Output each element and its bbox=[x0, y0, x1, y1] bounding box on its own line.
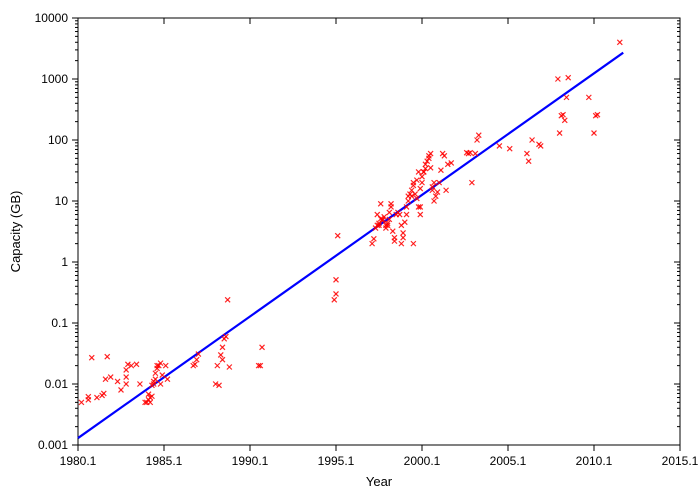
plot-frame bbox=[78, 18, 680, 445]
y-tick-label: 0.001 bbox=[38, 438, 68, 452]
scatter-series bbox=[79, 40, 622, 405]
x-tick-label: 1995.1 bbox=[318, 454, 355, 468]
y-tick-label: 1 bbox=[61, 255, 68, 269]
y-tick-label: 1000 bbox=[41, 72, 68, 86]
y-tick-label: 100 bbox=[48, 133, 68, 147]
y-tick-label: 10000 bbox=[35, 11, 69, 25]
y-tick-label: 10 bbox=[55, 194, 69, 208]
y-tick-label: 0.01 bbox=[45, 377, 69, 391]
x-tick-label: 1985.1 bbox=[146, 454, 183, 468]
x-tick-label: 2000.1 bbox=[404, 454, 441, 468]
scatter-chart: 1980.1 1985.1 1990.1 1995.1 2000.1 2005.1 2010… bbox=[0, 0, 700, 500]
y-tick-label: 0.1 bbox=[51, 316, 68, 330]
x-tick-label: 1980.1 bbox=[60, 454, 97, 468]
x-tick-label: 2010.1 bbox=[576, 454, 613, 468]
chart-svg: 1980.1 1985.1 1990.1 1995.1 2000.1 2005.1 2010… bbox=[0, 0, 700, 500]
y-axis-label: Capacity (GB) bbox=[8, 191, 23, 273]
x-tick-label: 1990.1 bbox=[232, 454, 269, 468]
trend-line bbox=[78, 53, 623, 438]
x-axis-label: Year bbox=[366, 474, 393, 489]
x-tick-label: 2005.1 bbox=[490, 454, 527, 468]
x-tick-label: 2015.1 bbox=[662, 454, 699, 468]
